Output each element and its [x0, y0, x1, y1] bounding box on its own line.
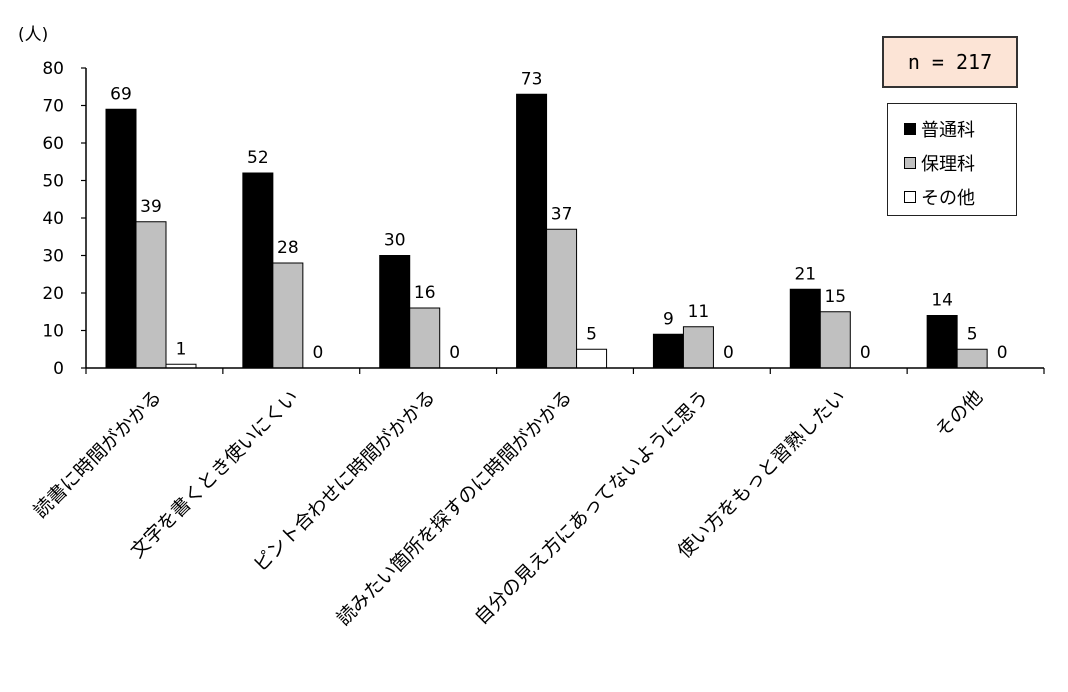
bar-1-6	[956, 348, 988, 369]
legend-swatch-series-0	[904, 123, 916, 135]
bar-0-0	[105, 108, 137, 369]
legend-item-series-0: 普通科	[904, 112, 1016, 146]
data-label-1-1: 28	[277, 238, 299, 258]
y-tick-label-4: 40	[42, 209, 64, 229]
data-label-2-5: 0	[860, 343, 871, 363]
bar-0-2	[379, 255, 411, 369]
data-label-1-0: 39	[140, 197, 162, 217]
bar-1-3	[546, 228, 578, 369]
data-label-0-4: 9	[663, 309, 674, 329]
data-label-1-3: 37	[551, 204, 573, 224]
data-label-0-5: 21	[794, 264, 816, 284]
data-label-1-6: 5	[967, 324, 978, 344]
legend-swatch-series-1	[904, 157, 916, 169]
data-label-2-4: 0	[723, 343, 734, 363]
y-tick-label-7: 70	[42, 97, 64, 117]
legend-label-series-2: その他	[921, 188, 975, 209]
legend-item-series-1: 保理科	[904, 146, 1016, 180]
data-label-2-0: 1	[176, 339, 187, 359]
data-label-0-0: 69	[110, 84, 132, 104]
bar-1-5	[819, 311, 851, 369]
legend-label-series-0: 普通科	[921, 120, 975, 141]
bar-0-3	[516, 93, 548, 369]
sample-size-box: n = 217	[882, 36, 1018, 88]
x-tick-label-4: 自分の見え方にあってないように思う	[470, 386, 713, 629]
legend-label-series-1: 保理科	[921, 154, 975, 175]
y-tick-label-3: 30	[42, 247, 64, 267]
legend: 普通科 保理科 その他	[887, 103, 1017, 216]
y-tick-label-2: 20	[42, 284, 64, 304]
bar-1-4	[682, 326, 714, 369]
legend-swatch-series-2	[904, 191, 916, 203]
bar-0-4	[652, 333, 684, 369]
bar-1-0	[135, 221, 167, 369]
x-tick-label-0: 読書に時間がかかる	[29, 386, 165, 522]
data-label-0-3: 73	[521, 69, 543, 89]
y-tick-label-0: 0	[53, 359, 64, 379]
data-label-2-3: 5	[586, 324, 597, 344]
data-label-0-2: 30	[384, 231, 406, 251]
data-label-2-2: 0	[449, 343, 460, 363]
data-label-0-1: 52	[247, 148, 269, 168]
x-tick-label-3: 読みたい箇所を探すのに時間がかかる	[333, 386, 577, 630]
x-tick-label-6: その他	[931, 386, 987, 442]
bar-1-2	[409, 307, 441, 369]
y-axis-unit-label: (人)	[18, 25, 49, 45]
bar-2-3	[576, 348, 608, 369]
y-tick-label-6: 60	[42, 134, 64, 154]
bar-0-5	[789, 288, 821, 369]
data-label-1-2: 16	[414, 283, 436, 303]
y-tick-label-8: 80	[42, 59, 64, 79]
y-tick-label-5: 50	[42, 172, 64, 192]
bar-1-1	[272, 262, 304, 369]
data-label-1-5: 15	[824, 287, 846, 307]
bar-0-6	[926, 315, 958, 369]
data-label-2-6: 0	[997, 343, 1008, 363]
y-tick-label-1: 10	[42, 322, 64, 342]
data-label-1-4: 11	[688, 302, 710, 322]
data-label-0-6: 14	[931, 291, 953, 311]
sample-size-label: n = 217	[907, 50, 993, 74]
data-label-2-1: 0	[312, 343, 323, 363]
legend-item-series-2: その他	[904, 180, 1016, 214]
bar-0-1	[242, 172, 274, 369]
